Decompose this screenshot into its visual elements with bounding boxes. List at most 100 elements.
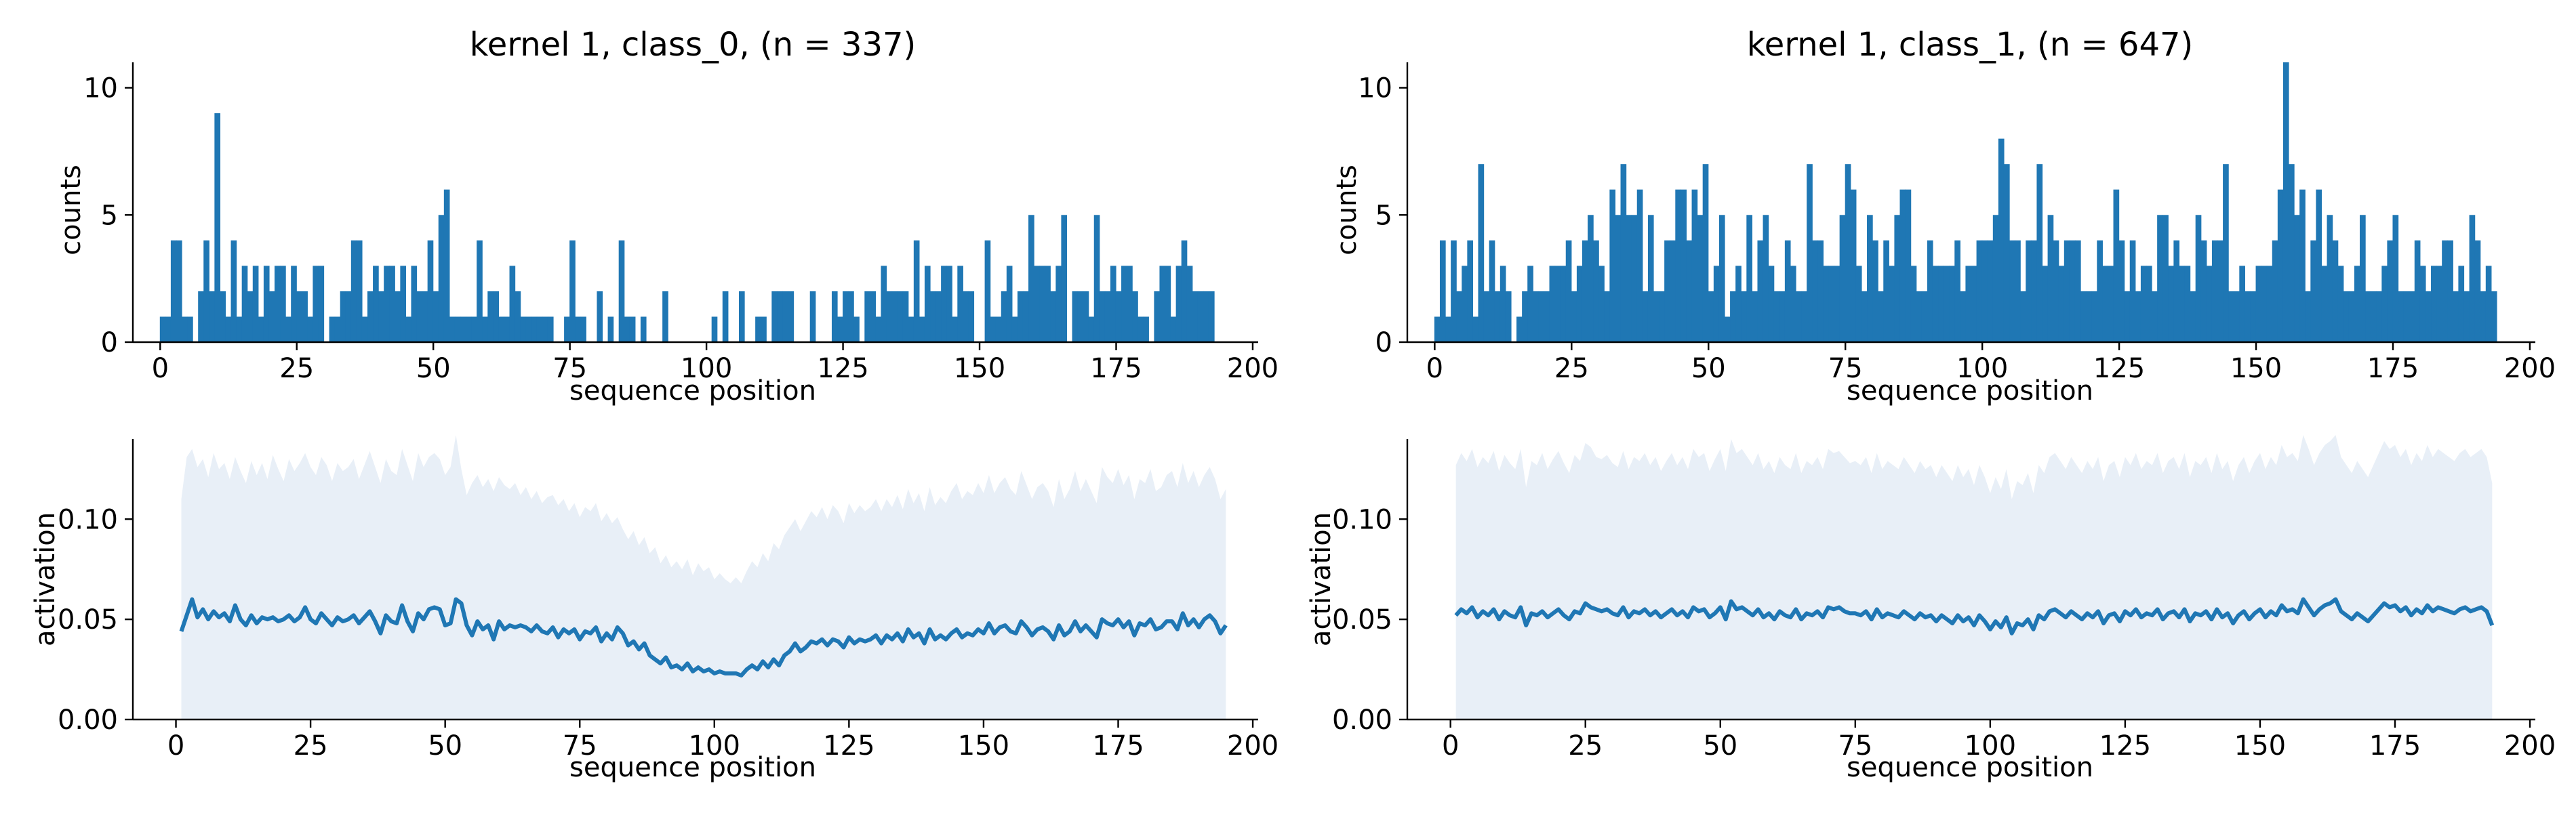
bar	[924, 266, 931, 342]
bar	[482, 316, 488, 342]
bar	[291, 266, 297, 342]
bar	[2469, 215, 2476, 342]
bar	[2354, 266, 2360, 342]
y-tick-label: 5	[1375, 200, 1392, 231]
bar	[400, 266, 407, 342]
bar	[1434, 316, 1441, 342]
bar	[449, 316, 456, 342]
activation-mean-line-class-0	[179, 597, 1228, 678]
bar	[345, 291, 352, 342]
bar	[1115, 291, 1122, 342]
x-tick-label: 25	[1554, 353, 1589, 384]
bar	[2003, 164, 2010, 342]
bar	[2447, 240, 2453, 342]
bar	[919, 316, 925, 342]
bar	[2392, 215, 2399, 342]
bar	[275, 266, 281, 342]
bar	[2124, 291, 2131, 342]
bar	[536, 316, 543, 342]
bar	[1549, 266, 1556, 342]
bar	[2299, 189, 2306, 342]
bar	[1987, 240, 1994, 342]
bar	[198, 291, 204, 342]
bar	[1099, 291, 1106, 342]
bar	[1175, 266, 1182, 342]
x-tick-label: 125	[817, 353, 868, 384]
bar	[1944, 266, 1950, 342]
bar	[843, 291, 849, 342]
bar	[1801, 291, 1807, 342]
bar	[209, 291, 215, 342]
bar	[848, 291, 854, 342]
bar	[864, 291, 870, 342]
bar	[1636, 189, 1643, 342]
bar	[252, 266, 259, 342]
bar	[1823, 266, 1830, 342]
x-tick-label: 125	[2093, 353, 2145, 384]
bar	[597, 291, 603, 342]
bar	[1653, 291, 1659, 342]
bar	[968, 291, 975, 342]
bar	[2113, 189, 2120, 342]
bar	[1828, 266, 1835, 342]
bar	[2184, 266, 2191, 342]
bar	[809, 291, 816, 342]
bar	[2173, 240, 2180, 342]
bar	[525, 316, 532, 342]
bar	[853, 316, 860, 342]
bar	[2376, 291, 2382, 342]
bar	[2289, 164, 2295, 342]
bar	[1998, 138, 2005, 343]
bar	[990, 316, 997, 342]
bar	[1691, 189, 1698, 342]
bar	[1138, 316, 1144, 342]
bar	[946, 266, 952, 342]
bar	[1604, 291, 1610, 342]
bar	[881, 266, 887, 342]
bar	[432, 291, 439, 342]
bar	[1949, 266, 1955, 342]
bar	[1790, 266, 1796, 342]
bar	[405, 316, 412, 342]
bar	[1899, 189, 1906, 342]
bar	[1011, 316, 1018, 342]
bar	[1028, 215, 1034, 342]
bar	[1483, 291, 1490, 342]
activation-class-1-panel: 0 25 50 75 100 125 150 175 200 0.00 0.05 0.10 seque…	[1306, 435, 2556, 783]
bar	[2168, 266, 2174, 342]
bar	[2179, 266, 2186, 342]
bar	[302, 291, 308, 342]
bar	[1954, 240, 1960, 342]
bar	[957, 266, 963, 342]
x-tick-label: 75	[1828, 353, 1863, 384]
bar	[329, 316, 336, 342]
bar	[1971, 266, 1977, 342]
x-tick-label: 75	[552, 353, 587, 384]
bar	[307, 316, 314, 342]
y-tick-label: 0.10	[58, 504, 118, 535]
bar	[2453, 291, 2459, 342]
bar	[1845, 164, 1851, 342]
bar	[2403, 291, 2410, 342]
bar	[1910, 266, 1917, 342]
bar	[2250, 291, 2257, 342]
bar	[443, 189, 450, 342]
bar	[913, 240, 920, 342]
bar	[236, 316, 243, 342]
bar	[908, 316, 914, 342]
bar	[384, 266, 390, 342]
bar	[350, 240, 357, 342]
bar	[1763, 215, 1769, 342]
bar	[1894, 215, 1901, 342]
bar	[2365, 291, 2371, 342]
bar	[2272, 240, 2278, 342]
bar	[498, 316, 505, 342]
bar	[569, 240, 576, 342]
bar	[2091, 291, 2097, 342]
activation-band-class-0	[181, 435, 1226, 720]
bar	[1768, 266, 1775, 342]
bar	[2442, 240, 2448, 342]
x-tick-label: 75	[1838, 730, 1872, 762]
bar	[2129, 240, 2136, 342]
bar	[411, 266, 418, 342]
